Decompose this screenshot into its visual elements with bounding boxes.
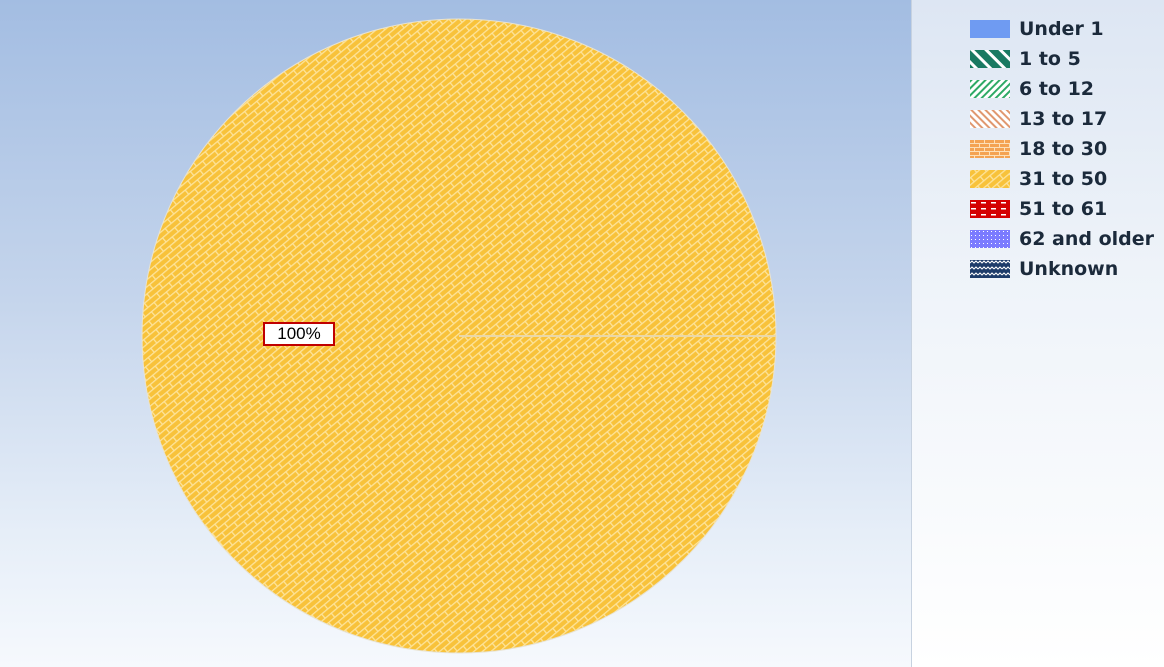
wide-diagonal-swatch-icon [970,50,1010,68]
legend-label: Unknown [1019,258,1119,280]
dotted-swatch-icon [970,230,1010,248]
legend-item-under-1: Under 1 [970,14,1154,44]
brick-swatch-icon [970,140,1010,158]
legend-label: Under 1 [1019,18,1104,40]
dashed-swatch-icon [970,200,1010,218]
backward-diagonal-swatch-icon [970,80,1010,98]
legend-item-1-to-5: 1 to 5 [970,44,1154,74]
legend-label: 18 to 30 [1019,138,1108,160]
forward-diagonal-swatch-icon [970,110,1010,128]
diagonal-brick-swatch-icon [970,170,1010,188]
legend-label: 1 to 5 [1019,48,1081,70]
legend-item-18-to-30: 18 to 30 [970,134,1154,164]
legend-label: 51 to 61 [1019,198,1108,220]
slice-label-100-percent: 100% [263,322,335,346]
legend-item-13-to-17: 13 to 17 [970,104,1154,134]
pie-chart [141,18,777,654]
legend: Under 1 1 to 5 6 to 12 13 to 17 18 to 30… [912,0,1164,667]
legend-label: 62 and older [1019,228,1155,250]
legend-label: 6 to 12 [1019,78,1095,100]
legend-item-31-to-50: 31 to 50 [970,164,1154,194]
legend-item-51-to-61: 51 to 61 [970,194,1154,224]
legend-item-unknown: Unknown [970,254,1154,284]
wave-swatch-icon [970,260,1010,278]
plot-area: 100% [0,0,912,667]
legend-item-6-to-12: 6 to 12 [970,74,1154,104]
solid-swatch-icon [970,20,1010,38]
legend-label: 13 to 17 [1019,108,1108,130]
pie-slices [141,18,777,654]
legend-item-62-and-older: 62 and older [970,224,1154,254]
legend-label: 31 to 50 [1019,168,1108,190]
